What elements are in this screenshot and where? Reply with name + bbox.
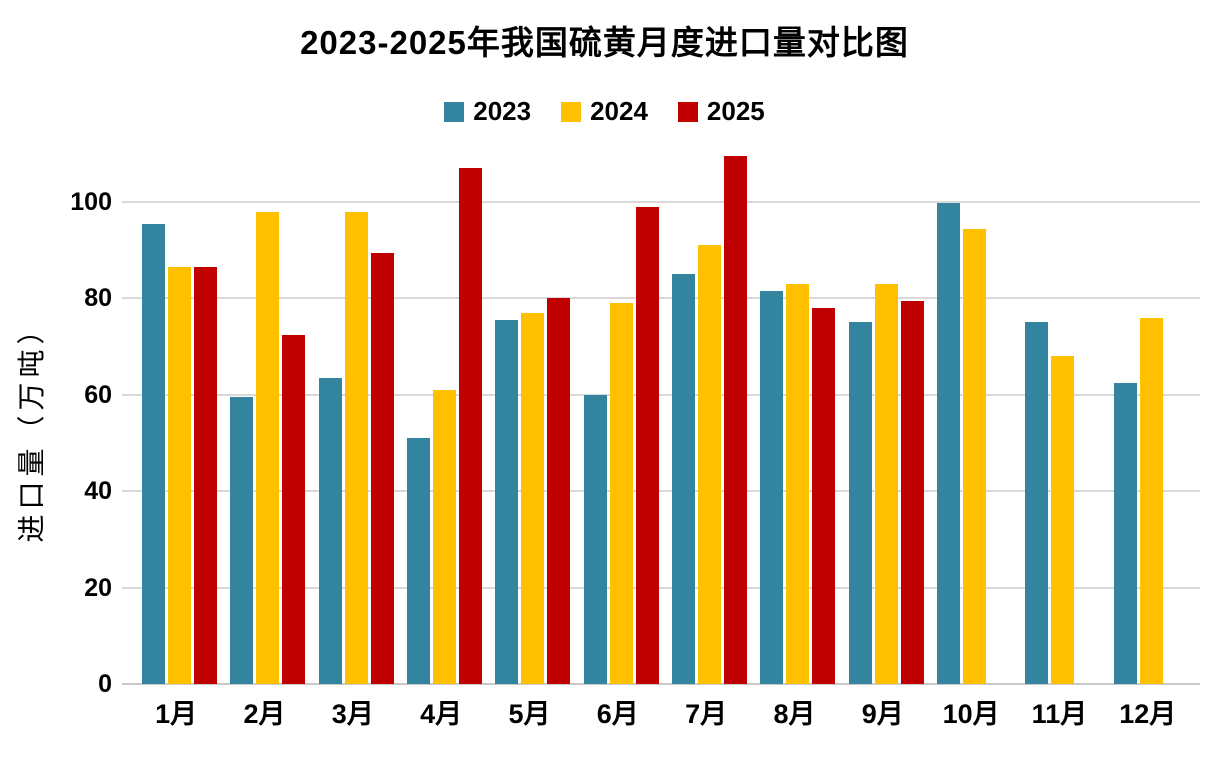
y-tick-60: 60 xyxy=(84,380,112,409)
bar-2023-m6 xyxy=(583,395,607,684)
x-label-m4: 4月 xyxy=(420,699,463,729)
gridline-100 xyxy=(122,201,1200,203)
gridline-20 xyxy=(122,586,1200,589)
bar-group-m3 xyxy=(299,145,394,684)
bar-2024-m6 xyxy=(609,303,633,684)
legend-item-2024: 2024 xyxy=(561,96,648,127)
bar-2024-m12 xyxy=(1139,318,1163,684)
plot-area xyxy=(122,145,1200,685)
legend: 2023 2024 2025 xyxy=(0,96,1209,127)
bar-groups xyxy=(122,145,1182,684)
x-label-m2: 2月 xyxy=(243,699,286,729)
bar-group-m6 xyxy=(564,145,659,684)
bar-group-m8 xyxy=(740,145,836,684)
bar-2023-m9 xyxy=(848,322,872,684)
bar-group-m4 xyxy=(387,145,482,684)
x-label-m1: 1月 xyxy=(155,699,198,729)
bar-2025-m7 xyxy=(723,156,747,684)
legend-item-2025: 2025 xyxy=(677,96,765,127)
bar-group-m11 xyxy=(1005,145,1093,684)
x-label-m8: 8月 xyxy=(773,699,816,729)
y-tick-20: 20 xyxy=(84,573,112,602)
legend-label-2023: 2023 xyxy=(473,96,532,126)
bar-2024-m8 xyxy=(786,284,810,684)
bar-2025-m4 xyxy=(458,168,482,684)
bar-2023-m2 xyxy=(230,397,254,684)
bar-2023-m3 xyxy=(318,378,342,684)
legend-label-2024: 2024 xyxy=(590,96,648,126)
gridline-80 xyxy=(122,297,1200,300)
y-axis-title: 进口量（万吨） xyxy=(17,311,48,543)
x-label-m5: 5月 xyxy=(508,699,551,729)
bar-2023-m10 xyxy=(936,203,960,684)
legend-swatch-2025-icon xyxy=(677,101,698,122)
gridline-40 xyxy=(122,490,1200,493)
bar-2025-m2 xyxy=(282,335,306,684)
x-label-m6: 6月 xyxy=(596,699,639,729)
legend-swatch-2023-icon xyxy=(444,101,465,122)
bar-2024-m3 xyxy=(344,212,368,684)
x-label-m9: 9月 xyxy=(861,699,904,729)
bar-2024-m1 xyxy=(168,267,191,684)
x-label-m12: 12月 xyxy=(1119,699,1177,729)
legend-swatch-2024-icon xyxy=(561,101,582,122)
bar-2024-m9 xyxy=(874,284,898,684)
bar-group-m1 xyxy=(122,145,217,684)
x-label-m10: 10月 xyxy=(942,699,1000,729)
chart-title: 2023-2025年我国硫黄月度进口量对比图 xyxy=(300,24,909,61)
bar-group-m5 xyxy=(475,145,571,684)
bar-2023-m5 xyxy=(495,320,519,684)
bar-2025-m3 xyxy=(370,253,394,684)
bar-2024-m7 xyxy=(697,245,721,684)
bar-2023-m11 xyxy=(1025,322,1049,684)
bar-2025-m6 xyxy=(635,207,659,684)
bar-2025-m1 xyxy=(194,267,217,684)
bar-2024-m5 xyxy=(521,313,545,684)
bar-2023-m12 xyxy=(1113,383,1137,684)
x-label-m7: 7月 xyxy=(685,699,728,729)
bar-2024-m10 xyxy=(962,229,986,684)
bar-2024-m4 xyxy=(432,390,456,684)
bar-2023-m1 xyxy=(142,224,165,684)
bar-2024-m11 xyxy=(1051,356,1075,684)
bar-2023-m4 xyxy=(406,438,430,684)
bar-2023-m7 xyxy=(671,274,695,684)
bar-2025-m5 xyxy=(547,298,571,684)
legend-label-2025: 2025 xyxy=(706,96,765,126)
legend-item-2023: 2023 xyxy=(444,96,531,127)
bar-group-m9 xyxy=(829,145,924,684)
bar-2023-m8 xyxy=(760,291,784,684)
y-tick-80: 80 xyxy=(84,284,112,313)
bar-group-m2 xyxy=(210,145,306,684)
bar-group-m12 xyxy=(1094,145,1182,684)
bar-2024-m2 xyxy=(256,212,280,684)
x-label-m3: 3月 xyxy=(331,699,374,729)
bar-2025-m9 xyxy=(900,301,924,684)
x-axis-labels: 1月 2月 3月 4月 5月 6月 7月 8月 9月 10月 11月 12月 xyxy=(122,692,1182,731)
bar-2025-m8 xyxy=(812,308,836,684)
bar-group-m7 xyxy=(652,145,747,684)
x-label-m11: 11月 xyxy=(1031,699,1088,729)
y-tick-40: 40 xyxy=(84,477,112,506)
y-tick-0: 0 xyxy=(98,670,112,698)
y-tick-100: 100 xyxy=(70,188,112,216)
gridline-60 xyxy=(122,393,1200,396)
bar-group-m10 xyxy=(917,145,1005,684)
x-axis-baseline xyxy=(122,683,1200,685)
